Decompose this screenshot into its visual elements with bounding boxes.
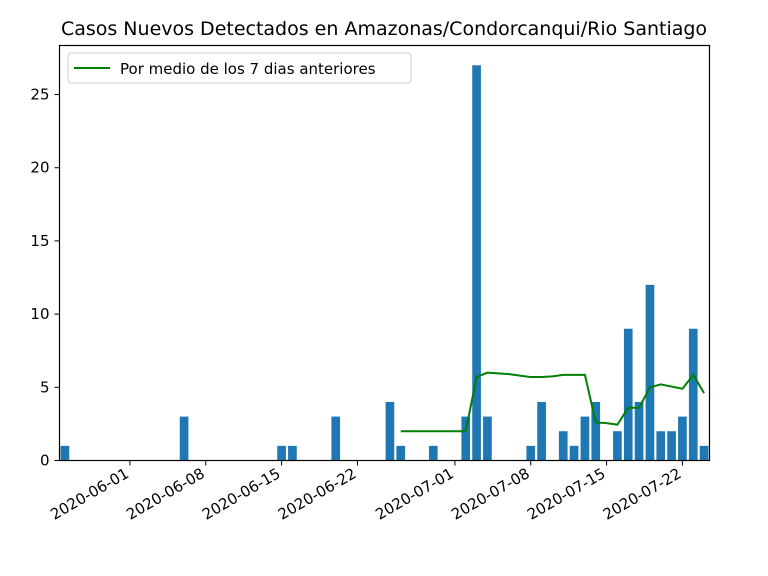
x-tick-label: 2020-07-01 [372,464,457,523]
y-tick-label: 0 [40,452,50,470]
bar [526,445,536,461]
legend-label: Por medio de los 7 dias anteriores [120,60,376,78]
x-axis: 2020-06-012020-06-082020-06-152020-06-22… [47,460,685,524]
x-tick-label: 2020-07-08 [448,464,533,523]
bar [179,416,189,461]
y-tick-label: 15 [30,232,49,250]
bar [613,431,622,461]
x-tick-label: 2020-06-08 [123,464,208,523]
bar [591,401,601,461]
bar [558,431,568,461]
bar [645,284,655,461]
x-tick-label: 2020-06-22 [275,464,360,523]
bar [656,431,666,461]
bar [623,328,633,461]
x-tick-label: 2020-07-22 [600,464,685,523]
legend: Por medio de los 7 dias anteriores [67,52,412,84]
bar [688,328,698,461]
bar [288,445,297,461]
legend-box [67,52,412,84]
bar [461,416,471,461]
bar [569,445,579,461]
bar [472,65,481,461]
y-axis: 0 5 10 15 20 25 [30,86,60,470]
x-tick-label: 2020-06-15 [199,464,284,523]
bar [385,401,395,461]
y-tick-label: 20 [30,159,49,177]
bar [331,416,341,461]
bar [483,416,492,461]
chart-title: Casos Nuevos Detectados en Amazonas/Cond… [61,18,707,40]
bar [699,445,709,461]
bar-series [60,65,709,461]
bar [580,416,590,461]
bar [428,445,438,461]
bar [537,401,546,461]
moving-average-line [400,371,705,433]
y-tick-label: 25 [30,86,49,104]
bar [277,445,286,461]
bar [678,416,687,461]
line-series [400,371,705,433]
bar [396,445,406,461]
x-tick-label: 2020-07-15 [524,464,609,523]
bar [667,431,676,461]
bar [634,401,644,461]
y-tick-label: 10 [30,305,49,323]
y-tick-label: 5 [40,378,50,396]
bar [60,445,70,461]
x-tick-label: 2020-06-01 [47,464,132,523]
plot-frame [58,44,711,462]
